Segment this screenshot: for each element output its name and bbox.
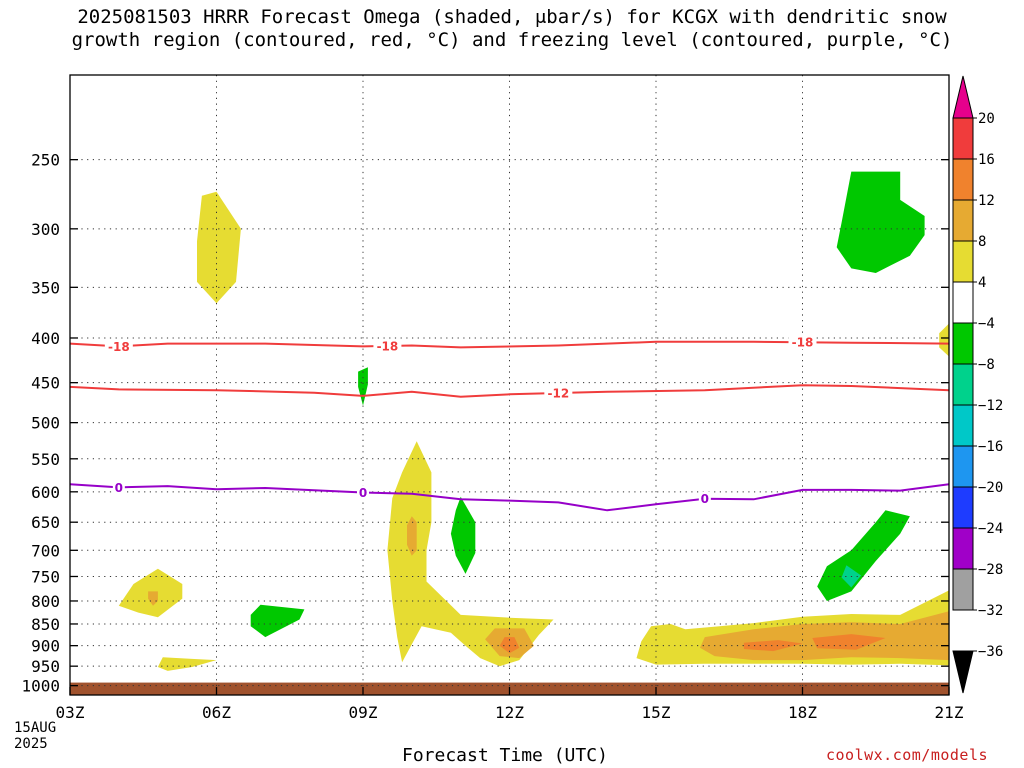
colorbar-label-13: −36 [978, 644, 1003, 660]
colorbar-swatch-8 [952, 445, 974, 488]
y-tick-label-800: 800 [31, 592, 60, 611]
colorbar-top-triangle [952, 75, 974, 119]
y-tick-label-250: 250 [31, 151, 60, 170]
x-tick-label-12Z: 12Z [495, 703, 524, 722]
chart-title-line2: growth region (contoured, red, °C) and f… [71, 29, 953, 51]
colorbar-label-2: 12 [978, 193, 995, 209]
y-tick-label-600: 600 [31, 483, 60, 502]
contour-label-1-0: -12 [547, 387, 569, 401]
colorbar-label-10: −24 [978, 521, 1003, 537]
contour-label-bg-2-1 [357, 485, 369, 500]
omega-region-5 [407, 516, 417, 556]
colorbar-label-4: 4 [978, 275, 986, 291]
contour-line-1 [70, 384, 949, 398]
colorbar-label-12: −32 [978, 603, 1003, 619]
omega-region-4 [387, 441, 554, 667]
omega-region-3 [358, 367, 368, 406]
omega-region-10 [148, 591, 158, 606]
y-tick-label-350: 350 [31, 278, 60, 297]
colorbar-label-9: −20 [978, 480, 1003, 496]
colorbar-label-11: −28 [978, 562, 1003, 578]
grid-lines [69, 75, 950, 695]
colorbar-swatch-7 [952, 404, 974, 447]
colorbar-label-8: −16 [978, 439, 1003, 455]
contour-line-0 [70, 340, 949, 349]
contour-line-2 [70, 483, 949, 512]
colorbar-swatch-3 [952, 240, 974, 283]
colorbar-swatch-11 [952, 568, 974, 611]
contour-label-bg-0-0 [104, 339, 133, 354]
contour-label-0-1: -18 [377, 339, 399, 353]
contour-label-0-2: -18 [792, 336, 814, 350]
x-tick-label-03Z: 03Z [56, 703, 85, 722]
y-tick-label-700: 700 [31, 541, 60, 560]
contour-label-bg-0-1 [373, 338, 402, 353]
x-tick-label-18Z: 18Z [788, 703, 817, 722]
x-axis-title: Forecast Time (UTC) [402, 745, 608, 766]
omega-region-8 [450, 496, 476, 574]
omega-region-1 [836, 171, 925, 273]
colorbar-label-1: 16 [978, 152, 995, 168]
colorbar-label-6: −8 [978, 357, 995, 373]
contour-label-bg-0-2 [788, 335, 817, 350]
omega-region-18 [812, 634, 886, 650]
colorbar-label-3: 8 [978, 234, 986, 250]
y-tick-label-850: 850 [31, 615, 60, 634]
y-tick-label-550: 550 [31, 450, 60, 469]
colorbar-swatch-0 [952, 117, 974, 160]
x-tick-label-09Z: 09Z [349, 703, 378, 722]
omega-region-0 [197, 191, 241, 304]
contour-label-bg-2-0 [112, 480, 125, 495]
y-tick-label-750: 750 [31, 567, 60, 586]
colorbar-swatch-4 [952, 281, 974, 324]
omega-region-13 [817, 510, 910, 601]
omega-region-2 [939, 323, 949, 357]
contour-label-bg-1-0 [544, 386, 573, 401]
contour-label-2-0: 0 [115, 481, 123, 495]
colorbar-label-0: 20 [978, 111, 995, 127]
temperature-contours [70, 340, 949, 512]
y-tick-label-500: 500 [31, 414, 60, 433]
y-tick-label-1000: 1000 [21, 677, 60, 696]
credit-link[interactable]: coolwx.com/models [826, 746, 989, 764]
colorbar-swatch-1 [952, 158, 974, 201]
colorbar-label-5: −4 [978, 316, 995, 332]
colorbar-swatch-5 [952, 322, 974, 365]
omega-region-11 [157, 657, 217, 671]
omega-region-17 [743, 640, 803, 652]
chart-title: 2025081503 HRRR Forecast Omega (shaded, … [0, 6, 1024, 52]
y-tick-label-950: 950 [31, 657, 60, 676]
colorbar-swatch-2 [952, 199, 974, 242]
x-tick-label-15Z: 15Z [642, 703, 671, 722]
omega-shading [118, 171, 949, 671]
date-label-year: 2025 [14, 736, 48, 752]
axis-ticks: 250 300 350 400 450 500 550 600 650 700 750 800 850 9… [21, 151, 963, 722]
contour-label-2-2: 0 [701, 492, 709, 506]
colorbar: 20 16 12 8 4 −4 −8 −12 −16 −20 −24 −28 −32 −36 [952, 75, 1003, 694]
contour-label-0-0: -18 [108, 340, 130, 354]
y-tick-label-400: 400 [31, 329, 60, 348]
colorbar-label-7: −12 [978, 398, 1003, 414]
chart-title-line1: 2025081503 HRRR Forecast Omega (shaded, … [77, 6, 947, 28]
y-tick-label-300: 300 [31, 220, 60, 239]
colorbar-bottom-triangle [952, 650, 974, 694]
x-tick-label-06Z: 06Z [202, 703, 231, 722]
date-label: 15AUG 2025 [14, 720, 56, 752]
omega-region-12 [250, 604, 305, 638]
y-tick-label-650: 650 [31, 513, 60, 532]
y-tick-label-900: 900 [31, 637, 60, 656]
colorbar-swatch-6 [952, 363, 974, 406]
contour-labels: -18 -18 -18 -12 0 0 0 [104, 335, 817, 506]
colorbar-swatch-10 [952, 527, 974, 570]
contour-label-2-1: 0 [359, 486, 367, 500]
colorbar-swatch-9 [952, 486, 974, 529]
x-tick-label-21Z: 21Z [935, 703, 964, 722]
y-tick-label-450: 450 [31, 374, 60, 393]
contour-label-bg-2-2 [698, 491, 711, 506]
date-label-day: 15AUG [14, 720, 57, 736]
